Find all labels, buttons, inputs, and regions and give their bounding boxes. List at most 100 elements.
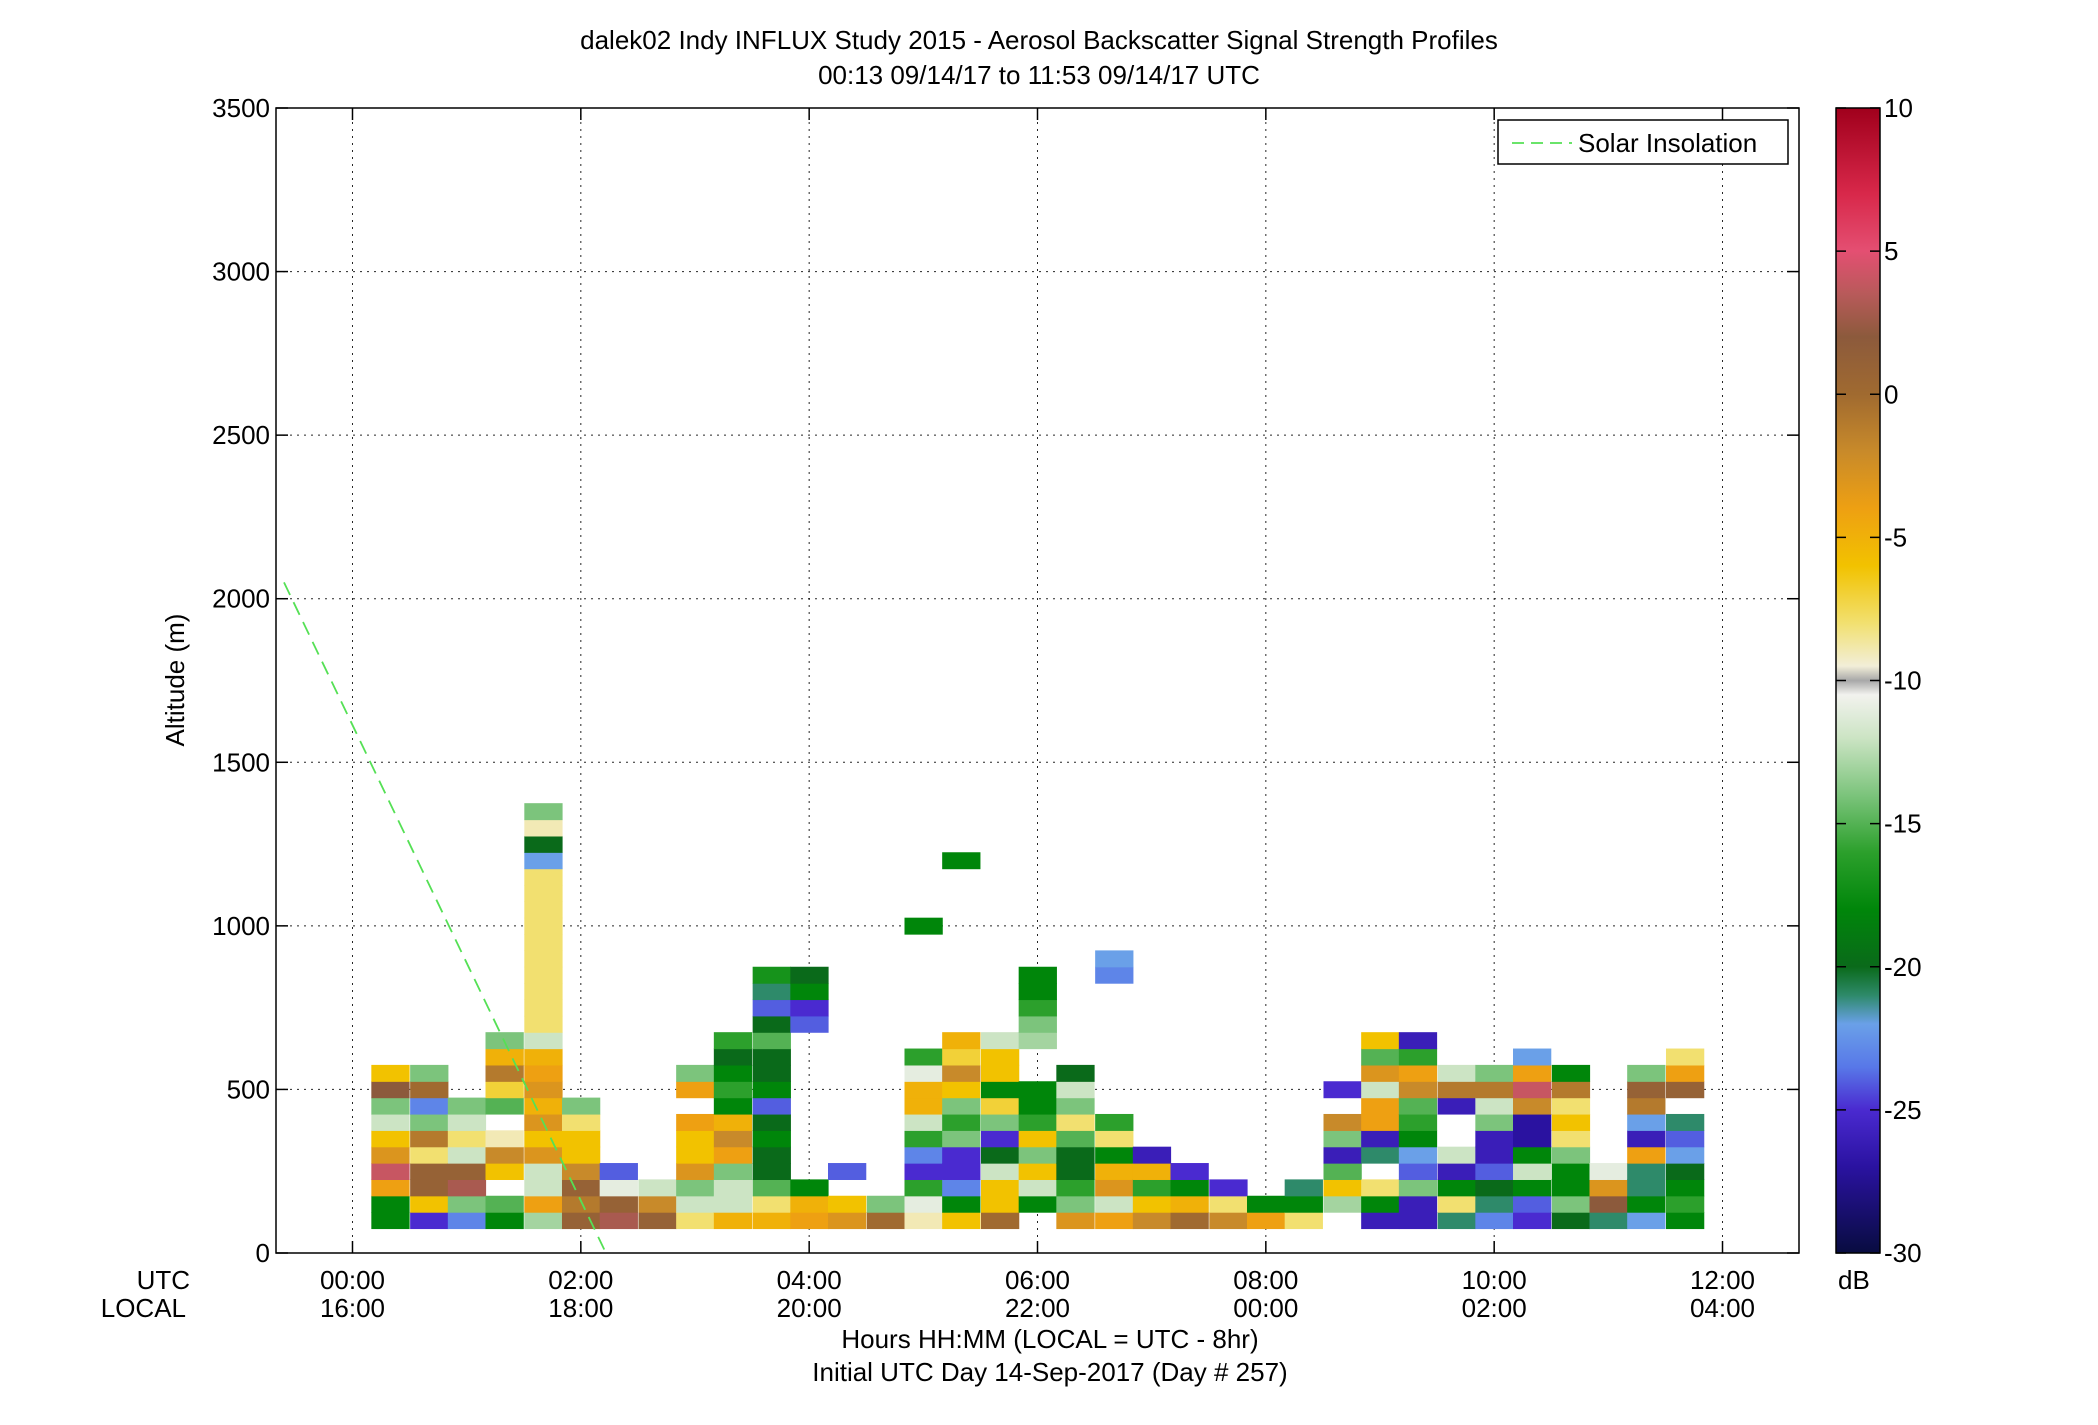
heatmap-cell (942, 1081, 981, 1099)
colorbar-unit-label: dB (1838, 1265, 1870, 1295)
heatmap-cell (371, 1212, 410, 1230)
x-tick-label-utc: 08:00 (1233, 1265, 1298, 1295)
heatmap-cell (524, 1146, 563, 1164)
heatmap-cell (1627, 1064, 1666, 1082)
heatmap-cell (1018, 983, 1057, 1001)
heatmap-cell (485, 1146, 524, 1164)
heatmap-cell (752, 1081, 791, 1099)
heatmap-cell (1132, 1212, 1172, 1230)
heatmap-cell (1018, 1163, 1057, 1180)
heatmap-cell (1323, 1163, 1362, 1180)
heatmap-cell (1513, 1163, 1552, 1180)
heatmap-cell (524, 1212, 563, 1230)
heatmap-cell (1551, 1163, 1591, 1180)
heatmap-cell (524, 852, 563, 870)
heatmap-cell (1627, 1130, 1666, 1148)
heatmap-cell (1056, 1195, 1095, 1213)
x-axis-label: Hours HH:MM (LOCAL = UTC - 8hr) (841, 1324, 1258, 1354)
heatmap-cell (1437, 1081, 1476, 1099)
heatmap-cell (942, 1130, 981, 1148)
heatmap-cell (1665, 1081, 1705, 1099)
heatmap-cell (1665, 1179, 1705, 1197)
heatmap-cell (1437, 1179, 1476, 1197)
heatmap-cell (1132, 1195, 1172, 1213)
heatmap-cell (1361, 1097, 1400, 1115)
heatmap-cell (1018, 1081, 1057, 1099)
heatmap-cell (790, 966, 829, 984)
heatmap-cell (1513, 1097, 1552, 1115)
heatmap-cell (752, 966, 791, 984)
heatmap-cell (1665, 1195, 1705, 1213)
heatmap-cell (371, 1179, 410, 1197)
heatmap-cell (371, 1146, 410, 1164)
heatmap-cell (752, 1179, 791, 1197)
heatmap-cell (752, 1163, 791, 1180)
heatmap-cell (942, 1097, 981, 1115)
heatmap-cell (1323, 1081, 1362, 1099)
heatmap-cell (1551, 1113, 1591, 1131)
y-tick-label: 3000 (212, 257, 270, 287)
heatmap-cell (1513, 1130, 1552, 1148)
heatmap-cell (524, 1081, 563, 1099)
heatmap-cell (1627, 1195, 1666, 1213)
heatmap-cell (1665, 1130, 1705, 1148)
heatmap-cell (980, 1097, 1020, 1115)
heatmap-cell (1323, 1195, 1362, 1213)
heatmap-cell (1398, 1097, 1438, 1115)
heatmap-cell (1361, 1064, 1400, 1082)
heatmap-cell (1627, 1163, 1666, 1180)
heatmap-cell (447, 1195, 487, 1213)
heatmap-cell (1513, 1048, 1552, 1066)
heatmap-cell (790, 1195, 829, 1213)
heatmap-cell (1056, 1146, 1095, 1164)
heatmap-cell (1398, 1048, 1438, 1066)
heatmap-cell (866, 1195, 906, 1213)
x-tick-label-utc: 02:00 (548, 1265, 613, 1295)
heatmap-cell (524, 1097, 563, 1115)
heatmap-cell (371, 1097, 410, 1115)
heatmap-cell (980, 1113, 1020, 1131)
heatmap-cell (485, 1163, 524, 1180)
heatmap-cell (752, 1146, 791, 1164)
heatmap-cell (1018, 1015, 1057, 1033)
heatmap-cell (1437, 1195, 1476, 1213)
heatmap-cell (676, 1195, 715, 1213)
heatmap-cell (524, 1048, 563, 1066)
heatmap-cell (1095, 1146, 1134, 1164)
heatmap-cell (1056, 1179, 1095, 1197)
heatmap-cell (1665, 1212, 1705, 1230)
heatmap-cell (1627, 1146, 1666, 1164)
heatmap-cell (1513, 1179, 1552, 1197)
heatmap-cell (828, 1195, 867, 1213)
heatmap-cell (1323, 1146, 1362, 1164)
heatmap-cell (1475, 1081, 1514, 1099)
heatmap-cell (1170, 1212, 1209, 1230)
heatmap-cell (904, 1097, 943, 1115)
heatmap-cell (1361, 1195, 1400, 1213)
heatmap-cell (713, 1113, 753, 1131)
heatmap-cell (676, 1179, 715, 1197)
heatmap-cell (904, 1195, 943, 1213)
heatmap-cell (713, 1032, 753, 1050)
heatmap-cell (524, 803, 563, 821)
heatmap-cell (1018, 1097, 1057, 1115)
heatmap-cell (1551, 1081, 1591, 1099)
colorbar-tick-label: -10 (1884, 666, 1922, 696)
heatmap-cell (524, 1032, 563, 1050)
heatmap-cell (524, 1195, 563, 1213)
heatmap-cell (676, 1113, 715, 1131)
y-tick-labels: 0 500 1000 1500 2000 2500 3000 3500 (212, 93, 270, 1268)
x-tick-label-utc: 06:00 (1005, 1265, 1070, 1295)
heatmap-cell (447, 1097, 487, 1115)
heatmap-cell (1551, 1146, 1591, 1164)
heatmap-cell (790, 1179, 829, 1197)
heatmap-cell (1209, 1179, 1248, 1197)
heatmap-cell (1209, 1212, 1248, 1230)
heatmap-cell (1589, 1163, 1628, 1180)
heatmap-cell (942, 1195, 981, 1213)
heatmap-cell (371, 1195, 410, 1213)
heatmap-cell (1132, 1146, 1172, 1164)
heatmap-cell (524, 917, 563, 935)
heatmap-cell (1170, 1179, 1209, 1197)
heatmap-cell (1018, 1146, 1057, 1164)
